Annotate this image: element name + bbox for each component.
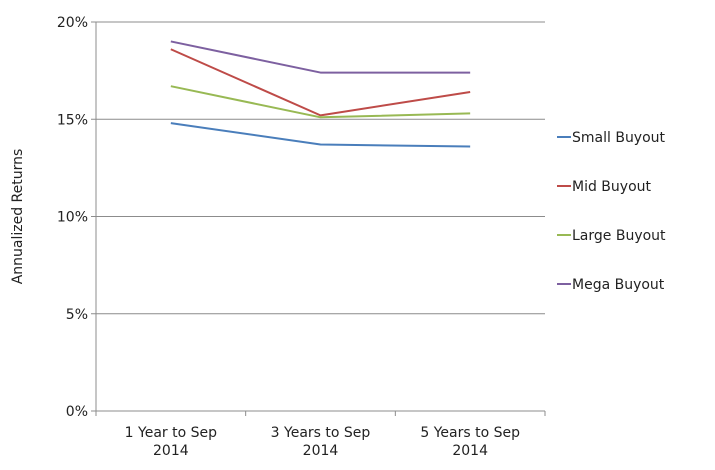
series-line-small-buyout (170, 122, 471, 148)
y-tick-label: 5% (66, 307, 88, 323)
legend: Small Buyout Mid Buyout Large Buyout Mega B… (557, 130, 666, 293)
series-line-large-buyout (170, 85, 471, 119)
legend-label-mid-buyout: Mid Buyout (572, 179, 652, 195)
y-tick-label: 0% (66, 404, 88, 420)
x-tick-label: 3 Years to Sep 2014 (271, 425, 371, 459)
series-line-mega-buyout (170, 40, 471, 74)
series-line-mid-buyout (170, 48, 471, 117)
legend-label-mega-buyout: Mega Buyout (572, 277, 665, 293)
y-tick-labels: 0% 5% 10% 15% 20% (57, 15, 88, 420)
x-tick-labels: 1 Year to Sep 2014 3 Years to Sep 2014 5 Yea… (125, 425, 520, 459)
legend-label-large-buyout: Large Buyout (572, 228, 666, 244)
gridlines (91, 21, 546, 416)
series-lines (170, 40, 471, 148)
y-tick-label: 20% (57, 15, 88, 31)
y-tick-label: 10% (57, 210, 88, 226)
legend-label-small-buyout: Small Buyout (572, 130, 666, 146)
y-tick-label: 15% (57, 112, 88, 128)
y-axis-title: Annualized Returns (10, 149, 26, 285)
axes (95, 22, 545, 412)
x-tick-label: 1 Year to Sep 2014 (125, 425, 217, 459)
x-tick-label: 5 Years to Sep 2014 (420, 425, 520, 459)
